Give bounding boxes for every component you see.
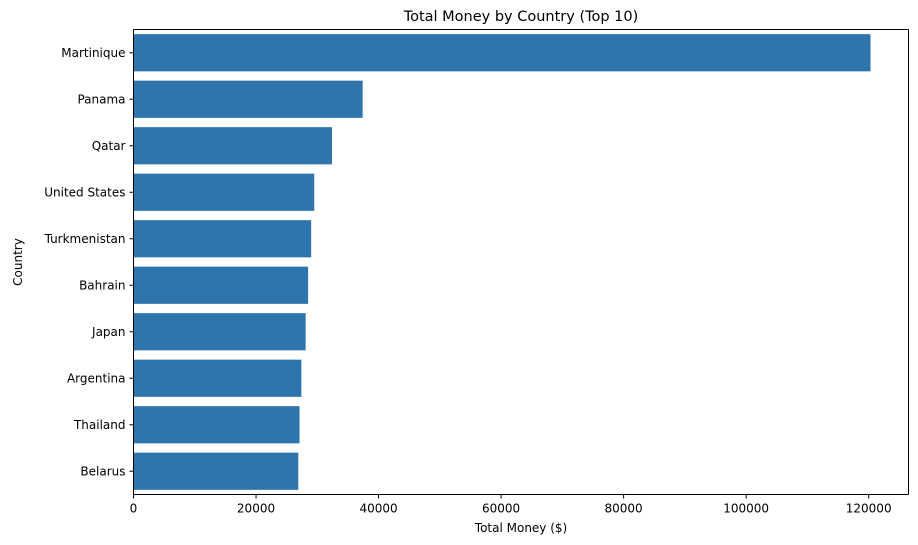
y-tick-label: Panama <box>77 92 125 106</box>
y-tick-label: Thailand <box>73 418 126 432</box>
bar-belarus <box>133 452 299 490</box>
x-tick-label: 60000 <box>482 502 520 516</box>
bar-japan <box>133 313 306 351</box>
y-tick-label: Belarus <box>80 464 125 478</box>
y-axis-ticks: Martinique Panama Qatar United States Turkme… <box>44 46 134 478</box>
bar-martinique <box>133 34 871 72</box>
y-tick-label: Qatar <box>92 139 126 153</box>
x-axis-label: Total Money ($) <box>474 521 567 535</box>
x-tick-label: 80000 <box>605 502 643 516</box>
bar-panama <box>133 80 363 118</box>
chart-title: Total Money by Country (Top 10) <box>403 9 639 25</box>
x-tick-label: 100000 <box>723 502 769 516</box>
y-tick-label: Turkmenistan <box>44 232 126 246</box>
x-tick-label: 20000 <box>237 502 275 516</box>
x-tick-label: 40000 <box>359 502 397 516</box>
y-tick-label: Japan <box>91 325 125 339</box>
x-tick-label: 120000 <box>846 502 892 516</box>
bar-united-states <box>133 173 315 211</box>
bar-turkmenistan <box>133 220 312 258</box>
y-tick-label: Martinique <box>61 46 125 60</box>
bar-qatar <box>133 127 332 165</box>
x-tick-label: 0 <box>130 502 138 516</box>
y-tick-label: Bahrain <box>79 278 125 292</box>
bar-thailand <box>133 406 300 444</box>
bars-group <box>133 34 871 490</box>
x-axis-ticks: 0 20000 40000 60000 80000 100000 120000 <box>130 494 892 516</box>
y-axis-label: Country <box>11 238 25 286</box>
bar-bahrain <box>133 266 309 304</box>
bar-argentina <box>133 359 302 397</box>
plot-frame <box>133 29 909 495</box>
y-tick-label: United States <box>44 185 125 199</box>
y-tick-label: Argentina <box>67 371 126 385</box>
